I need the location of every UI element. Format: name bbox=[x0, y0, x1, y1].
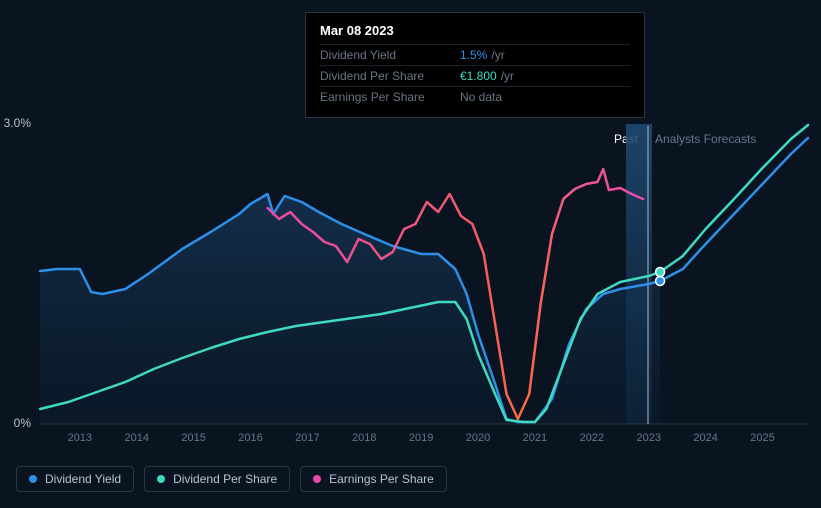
x-axis-tick-label: 2021 bbox=[523, 432, 547, 444]
x-axis-tick-label: 2019 bbox=[409, 432, 433, 444]
tooltip-metric-label: Dividend Per Share bbox=[320, 69, 460, 83]
tooltip-date: Mar 08 2023 bbox=[320, 23, 630, 44]
legend-dot-icon bbox=[157, 475, 165, 483]
legend-label: Dividend Per Share bbox=[173, 472, 277, 486]
legend-label: Dividend Yield bbox=[45, 472, 121, 486]
tooltip-row: Dividend Per Share€1.800/yr bbox=[320, 65, 630, 86]
x-axis-tick-label: 2023 bbox=[636, 432, 660, 444]
legend-dot-icon bbox=[29, 475, 37, 483]
legend-item-earnings-per-share[interactable]: Earnings Per Share bbox=[300, 466, 447, 492]
tooltip-metric-label: Dividend Yield bbox=[320, 48, 460, 62]
x-axis-tick-label: 2016 bbox=[238, 432, 262, 444]
x-axis-tick-label: 2018 bbox=[352, 432, 376, 444]
tooltip-metric-unit: /yr bbox=[491, 48, 504, 62]
hover-tooltip: Mar 08 2023 Dividend Yield1.5%/yrDividen… bbox=[305, 12, 645, 118]
chart-legend: Dividend Yield Dividend Per Share Earnings… bbox=[16, 466, 447, 492]
x-axis-tick-label: 2013 bbox=[68, 432, 92, 444]
legend-item-dividend-per-share[interactable]: Dividend Per Share bbox=[144, 466, 290, 492]
tooltip-row: Dividend Yield1.5% /yr bbox=[320, 44, 630, 65]
series-marker-dividend-yield bbox=[656, 277, 665, 286]
tooltip-metric-label: Earnings Per Share bbox=[320, 90, 460, 104]
tooltip-metric-value: €1.800 bbox=[460, 69, 497, 83]
x-axis-tick-label: 2015 bbox=[181, 432, 205, 444]
tooltip-metric-value: No data bbox=[460, 90, 502, 104]
x-axis-tick-label: 2020 bbox=[466, 432, 490, 444]
x-axis-tick-label: 2014 bbox=[124, 432, 148, 444]
x-axis-tick-label: 2024 bbox=[693, 432, 717, 444]
x-axis-tick-label: 2025 bbox=[750, 432, 774, 444]
legend-label: Earnings Per Share bbox=[329, 472, 434, 486]
x-axis-tick-label: 2022 bbox=[580, 432, 604, 444]
chart-container: Mar 08 2023 Dividend Yield1.5%/yrDividen… bbox=[0, 0, 821, 508]
series-marker-dividend-per-share bbox=[656, 268, 665, 277]
tooltip-metric-unit: /yr bbox=[501, 69, 514, 83]
tooltip-row: Earnings Per ShareNo data bbox=[320, 86, 630, 107]
tooltip-metric-value: 1.5% bbox=[460, 48, 487, 62]
legend-item-dividend-yield[interactable]: Dividend Yield bbox=[16, 466, 134, 492]
legend-dot-icon bbox=[313, 475, 321, 483]
x-axis-tick-label: 2017 bbox=[295, 432, 319, 444]
